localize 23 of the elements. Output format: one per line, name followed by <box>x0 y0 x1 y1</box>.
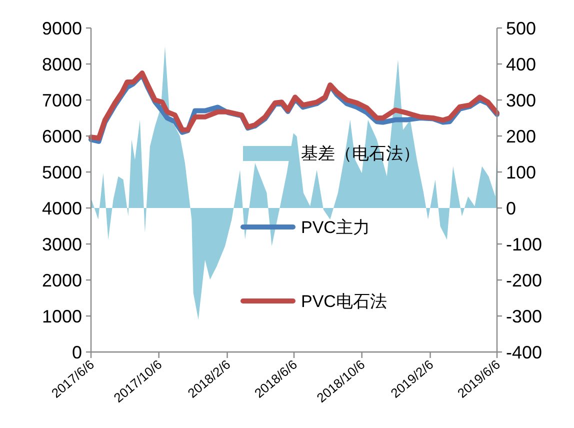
y2-tick-label: 0 <box>506 198 516 218</box>
y2-tick-label: 300 <box>506 90 536 110</box>
legend-label: PVC主力 <box>301 218 370 237</box>
y2-tick-label: 400 <box>506 54 536 74</box>
y-tick-label: 8000 <box>42 54 82 74</box>
y-tick-label: 5000 <box>42 162 82 182</box>
y-tick-label: 6000 <box>42 126 82 146</box>
legend-label: 基差（电石法） <box>301 144 420 163</box>
y2-tick-label: -300 <box>506 306 542 326</box>
y2-tick-label: 500 <box>506 18 536 38</box>
y2-tick-label: 100 <box>506 162 536 182</box>
y-tick-label: 7000 <box>42 90 82 110</box>
y2-tick-label: 200 <box>506 126 536 146</box>
y-tick-label: 9000 <box>42 18 82 38</box>
y2-tick-label: -400 <box>506 342 542 362</box>
legend-label: PVC电石法 <box>301 292 387 311</box>
y-tick-label: 1000 <box>42 306 82 326</box>
y-tick-label: 2000 <box>42 270 82 290</box>
y-tick-label: 0 <box>72 342 82 362</box>
y2-tick-label: -200 <box>506 270 542 290</box>
y-tick-label: 3000 <box>42 234 82 254</box>
y-tick-label: 4000 <box>42 198 82 218</box>
y2-tick-label: -100 <box>506 234 542 254</box>
